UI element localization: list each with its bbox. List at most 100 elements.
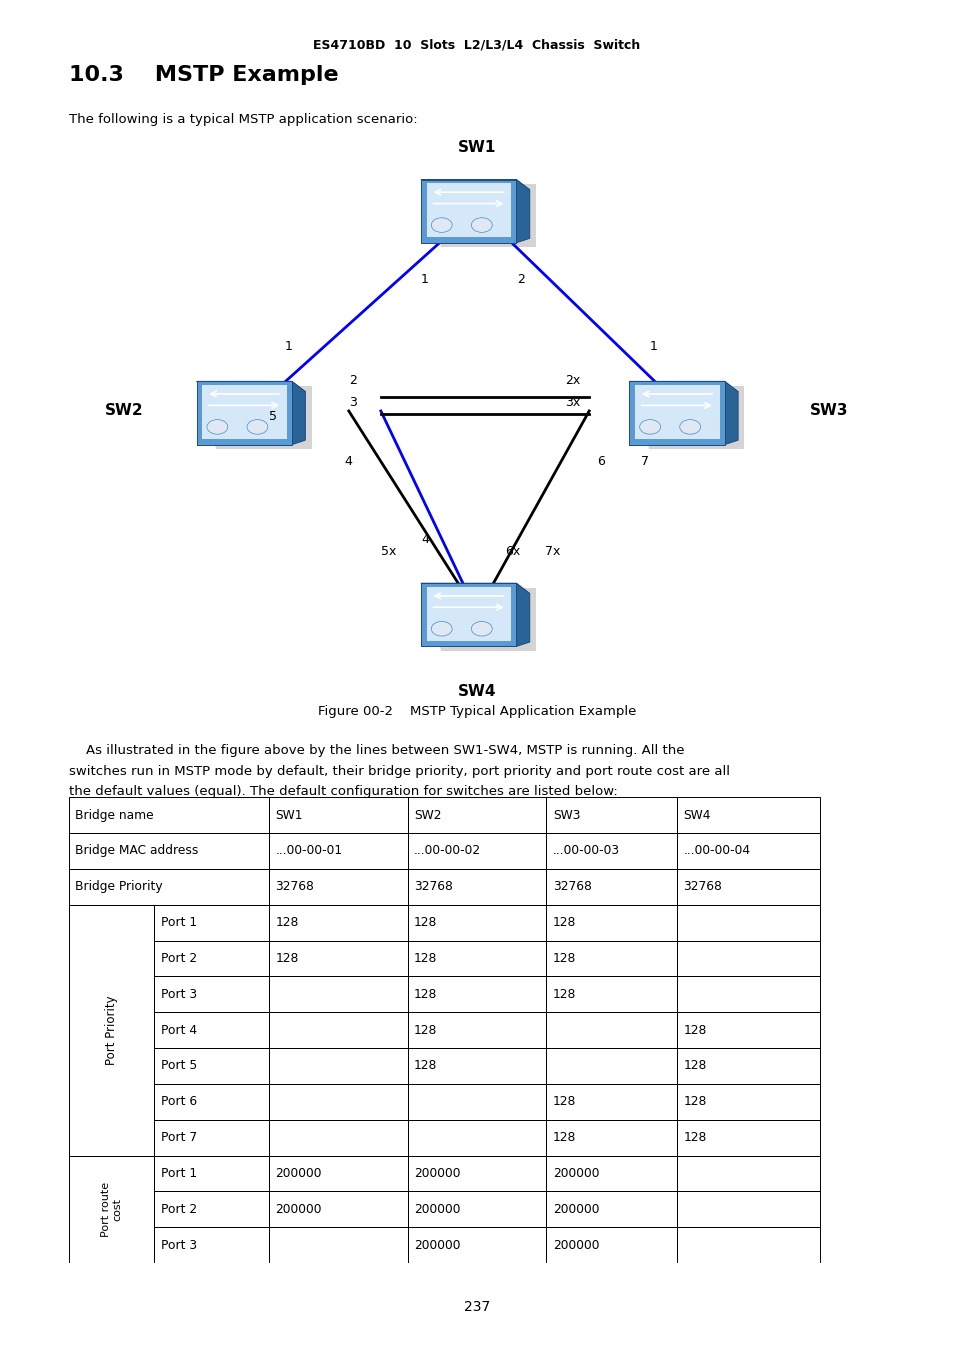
Circle shape	[247, 420, 268, 434]
Polygon shape	[420, 180, 516, 243]
Bar	[154, 940, 269, 977]
Text: 32768: 32768	[683, 881, 721, 893]
Polygon shape	[201, 384, 287, 439]
Bar	[677, 1048, 820, 1084]
Polygon shape	[427, 184, 536, 247]
Circle shape	[471, 621, 492, 636]
Text: the default values (equal). The default configuration for switches are listed be: the default values (equal). The default …	[69, 785, 617, 798]
Polygon shape	[634, 384, 720, 439]
Text: SW4: SW4	[683, 808, 710, 821]
Bar	[69, 834, 269, 869]
Bar	[407, 940, 546, 977]
Bar	[69, 797, 269, 834]
Bar	[407, 1227, 546, 1263]
Text: SW3: SW3	[809, 404, 848, 419]
Bar	[546, 1227, 677, 1263]
Text: 2x: 2x	[565, 374, 580, 386]
Text: 128: 128	[275, 916, 298, 929]
Bar	[407, 1120, 546, 1155]
Polygon shape	[724, 381, 738, 444]
Text: Bridge name: Bridge name	[75, 808, 153, 821]
Bar	[677, 1012, 820, 1048]
Text: 128: 128	[553, 1096, 576, 1108]
Text: 128: 128	[683, 1131, 706, 1144]
Bar	[69, 905, 154, 1155]
Text: SW1: SW1	[457, 141, 496, 155]
Text: Port 6: Port 6	[161, 1096, 197, 1108]
Circle shape	[679, 420, 700, 434]
Polygon shape	[629, 381, 738, 392]
Text: ...00-00-02: ...00-00-02	[414, 844, 480, 858]
Bar	[269, 1084, 407, 1120]
Bar	[269, 1192, 407, 1227]
Text: 128: 128	[553, 988, 576, 1001]
Bar	[154, 977, 269, 1012]
Bar	[154, 1192, 269, 1227]
Bar	[269, 940, 407, 977]
Text: Port 3: Port 3	[161, 988, 197, 1001]
Text: 128: 128	[683, 1024, 706, 1036]
Bar	[677, 977, 820, 1012]
Text: Port 4: Port 4	[161, 1024, 197, 1036]
Polygon shape	[427, 588, 536, 651]
Text: 128: 128	[553, 916, 576, 929]
Text: 200000: 200000	[553, 1167, 598, 1179]
Text: Bridge Priority: Bridge Priority	[75, 881, 163, 893]
Text: 5: 5	[269, 411, 276, 423]
Text: 4: 4	[344, 455, 353, 467]
Text: 32768: 32768	[553, 881, 591, 893]
Text: 32768: 32768	[275, 881, 314, 893]
Bar	[546, 977, 677, 1012]
Text: 5x: 5x	[381, 544, 396, 558]
Polygon shape	[420, 584, 516, 647]
Text: 6: 6	[597, 455, 604, 467]
Circle shape	[207, 420, 228, 434]
Bar	[546, 1084, 677, 1120]
Bar	[546, 1155, 677, 1192]
Text: The following is a typical MSTP application scenario:: The following is a typical MSTP applicat…	[69, 113, 416, 127]
Bar	[269, 1048, 407, 1084]
Polygon shape	[196, 381, 305, 392]
Bar	[677, 797, 820, 834]
Text: 128: 128	[414, 988, 437, 1001]
Bar	[407, 1084, 546, 1120]
Polygon shape	[516, 180, 529, 243]
Bar	[677, 1227, 820, 1263]
Bar	[154, 1120, 269, 1155]
Bar	[407, 905, 546, 940]
Polygon shape	[635, 386, 743, 449]
Text: 7x: 7x	[545, 544, 560, 558]
Bar	[269, 869, 407, 905]
Text: Port 2: Port 2	[161, 1202, 197, 1216]
Text: switches run in MSTP mode by default, their bridge priority, port priority and p: switches run in MSTP mode by default, th…	[69, 765, 729, 778]
Text: 128: 128	[683, 1059, 706, 1073]
Text: 128: 128	[414, 952, 437, 965]
Circle shape	[431, 621, 452, 636]
Text: 128: 128	[553, 1131, 576, 1144]
Text: 200000: 200000	[553, 1239, 598, 1252]
Text: SW2: SW2	[414, 808, 441, 821]
Bar	[677, 869, 820, 905]
Text: 3: 3	[349, 396, 356, 409]
Text: 200000: 200000	[414, 1239, 460, 1252]
Bar	[546, 905, 677, 940]
Text: Port Priority: Port Priority	[105, 996, 118, 1065]
Text: 200000: 200000	[414, 1167, 460, 1179]
Bar	[407, 1048, 546, 1084]
Bar	[407, 1012, 546, 1048]
Bar	[546, 869, 677, 905]
Text: 128: 128	[414, 1024, 437, 1036]
Bar	[546, 1012, 677, 1048]
Bar	[407, 834, 546, 869]
Text: 2: 2	[349, 374, 356, 386]
Bar	[546, 1048, 677, 1084]
Text: Port 5: Port 5	[161, 1059, 197, 1073]
Bar	[269, 834, 407, 869]
Bar	[407, 1192, 546, 1227]
Bar	[546, 834, 677, 869]
Bar	[546, 1120, 677, 1155]
Bar	[269, 1012, 407, 1048]
Bar	[269, 1155, 407, 1192]
Text: SW1: SW1	[275, 808, 302, 821]
Text: SW4: SW4	[457, 684, 496, 698]
